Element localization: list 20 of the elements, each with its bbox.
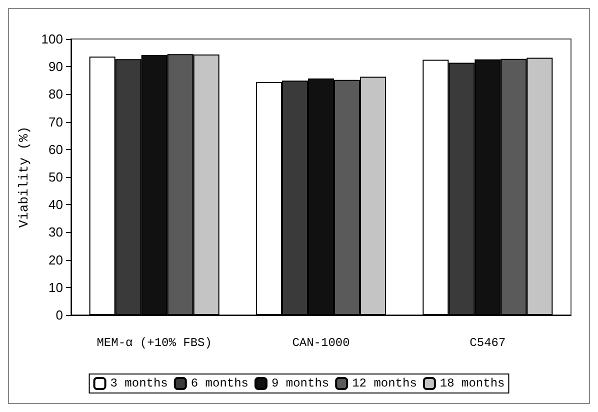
legend-label: 3 months xyxy=(110,376,168,390)
y-tick-label: 10 xyxy=(48,280,63,295)
y-tick-label: 0 xyxy=(56,308,63,322)
y-axis-title: Viability (%) xyxy=(16,126,32,228)
y-tick-label: 90 xyxy=(48,59,63,74)
legend-label: 9 months xyxy=(271,376,330,390)
y-tick-label: 80 xyxy=(48,86,63,102)
x-tick-label: C5467 xyxy=(470,336,506,350)
x-tick-label: MEM-α (+10% FBS) xyxy=(96,336,212,350)
legend-label: 18 months xyxy=(440,376,505,390)
x-tick-label: CAN-1000 xyxy=(292,336,350,350)
legend-label: 12 months xyxy=(352,376,417,390)
y-tick-label: 20 xyxy=(48,252,63,268)
legend-label: 6 months xyxy=(190,376,248,390)
y-tick-label: 60 xyxy=(48,142,63,157)
y-tick-label: 40 xyxy=(48,197,63,212)
y-tick-label: 70 xyxy=(48,114,63,130)
y-tick-label: 50 xyxy=(48,170,63,184)
y-tick-label: 100 xyxy=(41,32,63,46)
y-tick-label: 30 xyxy=(48,224,63,240)
